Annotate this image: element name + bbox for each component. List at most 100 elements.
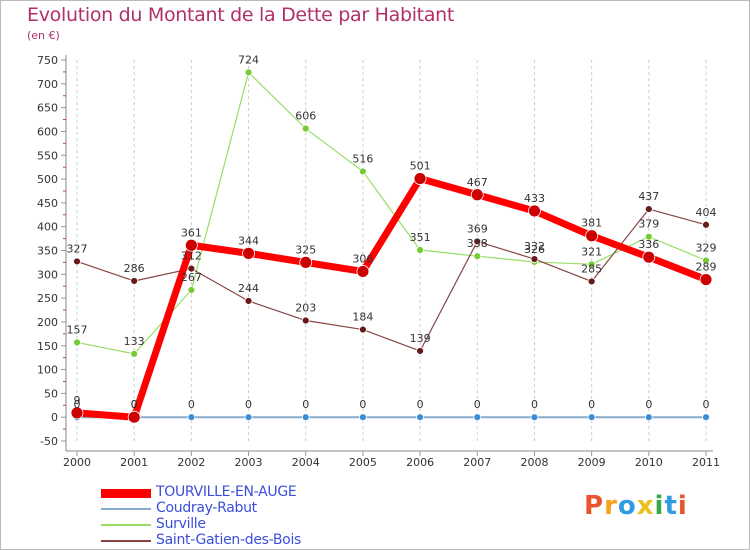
data-label-surville: 516 [352, 152, 373, 165]
data-label-saint-gatien-des-bois: 332 [524, 240, 545, 253]
data-label-coudray-rabut: 0 [131, 398, 138, 411]
y-tick-label: 500 [37, 173, 58, 186]
data-label-surville: 351 [410, 231, 431, 244]
data-label-coudray-rabut: 0 [588, 398, 595, 411]
x-tick-label: 2007 [463, 456, 491, 469]
data-point-saint-gatien-des-bois [187, 264, 196, 273]
data-point-saint-gatien-des-bois [359, 325, 367, 334]
data-label-saint-gatien-des-bois: 312 [181, 250, 202, 263]
y-tick-label: 750 [37, 54, 58, 67]
data-point-saint-gatien-des-bois [702, 220, 710, 229]
data-point-surville [301, 124, 310, 133]
data-point-tourville-en-auge [127, 410, 141, 424]
data-label-tourville-en-auge: 0 [131, 398, 138, 411]
x-tick-label: 2011 [692, 456, 720, 469]
data-label-coudray-rabut: 0 [474, 398, 481, 411]
data-point-tourville-en-auge [585, 229, 599, 243]
legend-label: Coudray-Rabut [156, 500, 257, 516]
data-label-tourville-en-auge: 306 [352, 252, 373, 265]
data-label-tourville-en-auge: 501 [410, 160, 431, 173]
data-point-surville [73, 338, 81, 347]
data-label-saint-gatien-des-bois: 437 [638, 190, 659, 203]
y-tick-label: 300 [37, 268, 58, 281]
data-point-saint-gatien-des-bois [530, 255, 539, 263]
data-label-saint-gatien-des-bois: 369 [467, 222, 488, 235]
x-tick-label: 2006 [406, 456, 434, 469]
data-point-saint-gatien-des-bois [244, 297, 253, 305]
legend-swatch [101, 488, 151, 498]
y-tick-label: 650 [37, 102, 58, 115]
data-label-coudray-rabut: 0 [703, 398, 710, 411]
data-label-tourville-en-auge: 433 [524, 192, 545, 205]
proxiti-logo: Proxiti [584, 491, 688, 521]
chart-title: Evolution du Montant de la Dette par Hab… [27, 4, 455, 26]
x-tick-label: 2010 [635, 456, 663, 469]
logo-letter: r [604, 491, 618, 521]
data-label-saint-gatien-des-bois: 327 [67, 242, 88, 255]
legend-swatch [101, 524, 151, 526]
y-tick-label: 0 [51, 411, 58, 424]
x-tick-label: 2008 [520, 456, 548, 469]
data-point-coudray-rabut [644, 413, 653, 422]
logo-letter: x [636, 491, 655, 521]
x-tick-label: 2009 [578, 456, 606, 469]
data-point-surville [587, 260, 596, 269]
data-point-coudray-rabut [416, 413, 424, 422]
data-point-tourville-en-auge [470, 188, 484, 202]
data-label-saint-gatien-des-bois: 184 [352, 311, 373, 324]
y-tick-label: 400 [37, 221, 58, 234]
y-tick-label: 200 [37, 316, 58, 329]
data-label-coudray-rabut: 0 [645, 398, 652, 411]
y-tick-label: 600 [37, 125, 58, 138]
data-point-tourville-en-auge [356, 265, 370, 278]
x-tick-label: 2005 [349, 456, 377, 469]
data-label-tourville-en-auge: 381 [581, 217, 602, 230]
data-point-coudray-rabut [187, 413, 196, 422]
data-label-coudray-rabut: 0 [359, 398, 366, 411]
data-point-tourville-en-auge [699, 273, 713, 286]
series-line-tourville-en-auge [73, 175, 710, 421]
data-point-coudray-rabut [587, 413, 596, 422]
x-tick-label: 2004 [292, 456, 320, 469]
y-tick-label: 550 [37, 149, 58, 162]
data-label-saint-gatien-des-bois: 203 [295, 302, 316, 315]
data-label-coudray-rabut: 0 [302, 398, 309, 411]
data-label-surville: 379 [638, 218, 659, 231]
data-label-tourville-en-auge: 289 [696, 261, 717, 274]
data-label-tourville-en-auge: 344 [238, 234, 259, 247]
data-label-saint-gatien-des-bois: 139 [410, 332, 431, 345]
data-label-surville: 326 [524, 243, 545, 256]
legend-label: Saint-Gatien-des-Bois [156, 532, 302, 548]
data-point-surville [416, 246, 424, 254]
x-tick-label: 2003 [235, 456, 263, 469]
data-point-coudray-rabut [473, 413, 482, 422]
series-layer [70, 68, 713, 424]
data-label-tourville-en-auge: 325 [295, 243, 316, 256]
data-point-surville [473, 252, 482, 261]
data-point-tourville-en-auge [184, 238, 198, 252]
data-point-tourville-en-auge [70, 406, 84, 420]
y-tick-label: 700 [37, 78, 58, 91]
data-point-coudray-rabut [301, 413, 310, 422]
data-label-saint-gatien-des-bois: 404 [696, 206, 717, 219]
series-line-surville [76, 71, 707, 355]
data-label-coudray-rabut: 0 [188, 398, 195, 411]
data-point-tourville-en-auge [413, 172, 427, 185]
data-label-surville: 338 [467, 237, 488, 250]
x-tick-label: 2001 [120, 456, 148, 469]
data-point-surville [702, 256, 710, 265]
data-point-surville [130, 349, 139, 358]
data-label-saint-gatien-des-bois: 286 [124, 262, 145, 275]
data-point-tourville-en-auge [242, 246, 255, 260]
data-point-coudray-rabut [530, 413, 539, 422]
legend-swatch [101, 508, 151, 510]
legend-label: TOURVILLE-EN-AUGE [156, 484, 297, 500]
logo-letter: P [584, 491, 605, 521]
data-label-coudray-rabut: 0 [531, 398, 538, 411]
data-point-saint-gatien-des-bois [301, 316, 310, 325]
data-point-tourville-en-auge [528, 204, 541, 218]
data-point-coudray-rabut [244, 413, 253, 422]
